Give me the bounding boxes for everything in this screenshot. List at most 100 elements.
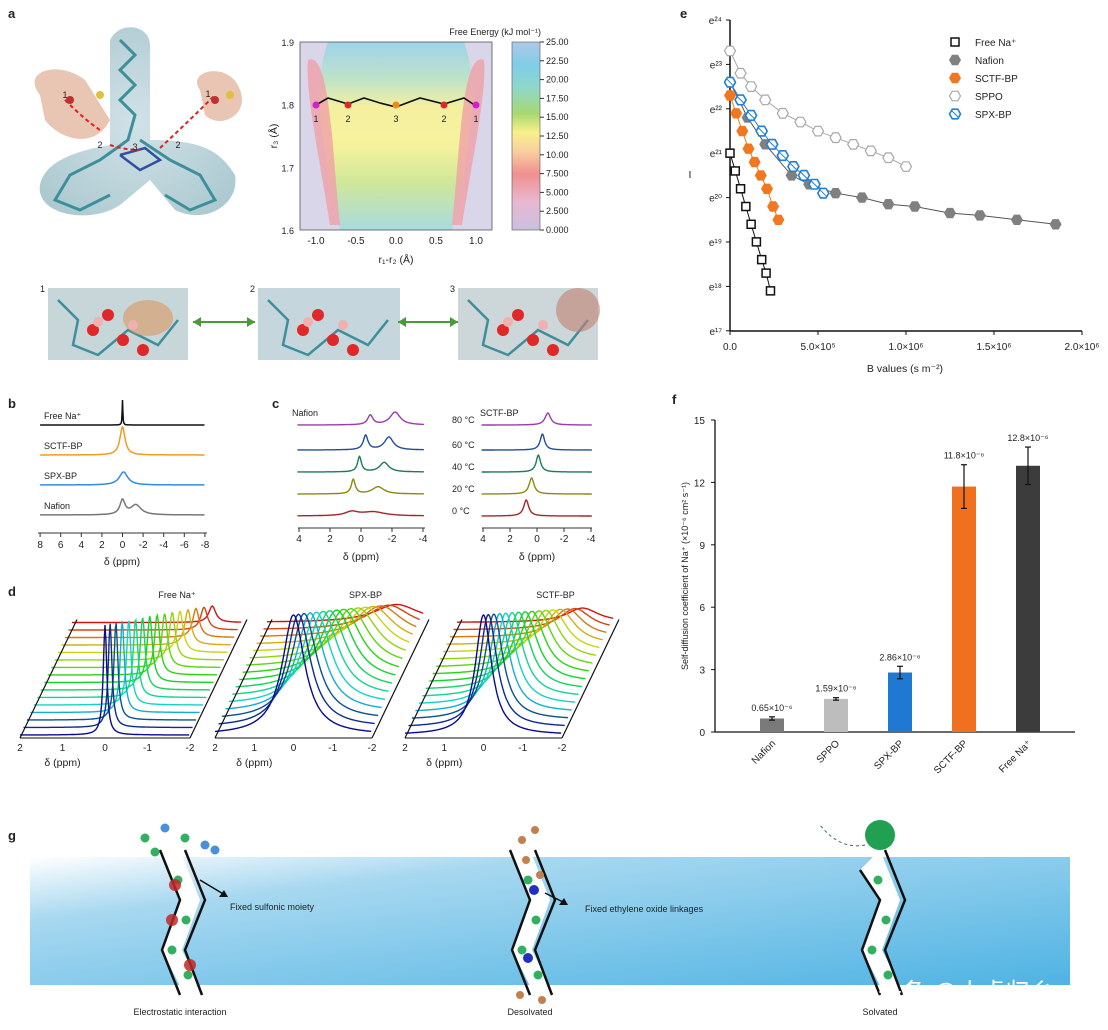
x-tick-label: -1 — [328, 743, 337, 754]
series-3 — [723, 45, 913, 172]
panel-label: a — [8, 6, 16, 21]
data-point-cross — [789, 162, 798, 171]
legend-label: Nafion — [975, 56, 1004, 67]
molecule-site-label: 2 — [97, 140, 102, 150]
path-site-marker — [344, 101, 352, 109]
sodium-ion — [533, 970, 543, 980]
panel-d: d 2 1 0 -1 -2 δ (ppm) Free Na⁺ 2 1 0 -1 -2 δ (ppm) SPX… — [8, 584, 620, 769]
panel-label: d — [8, 584, 16, 599]
data-point — [1049, 219, 1062, 230]
heatmap-frame — [299, 41, 493, 231]
polymer-backbone-right — [139, 138, 218, 212]
data-point-cross — [810, 179, 819, 189]
data-point — [756, 254, 767, 265]
data-point — [944, 207, 956, 219]
skew-axis-left — [404, 619, 463, 739]
y-tick-label: e²⁴ — [709, 16, 722, 27]
x-tick-label: -1 — [518, 743, 527, 754]
x-tick-label: -2 — [558, 743, 567, 754]
x-tick-label: 2 — [17, 743, 23, 754]
ion — [150, 847, 160, 857]
x-tick-label: 5.0×10⁵ — [800, 342, 835, 353]
spectrum-trace — [297, 433, 424, 451]
sodium-ion — [531, 915, 541, 925]
data-point — [754, 170, 767, 181]
molecule-site-label: 3 — [132, 142, 137, 152]
heatmap-right-well — [452, 59, 485, 225]
spectrum-trace — [408, 613, 565, 727]
colorbar-tick-label: 17.50 — [546, 93, 569, 103]
spectrum-trace — [68, 606, 238, 631]
hop-arrow-3 — [159, 94, 216, 149]
subplot-title: Free Na⁺ — [158, 590, 196, 600]
x-axis-label: δ (ppm) — [519, 551, 555, 563]
path-site-label: 1 — [313, 114, 318, 124]
legend-label: SPX-BP — [975, 110, 1012, 121]
sodium-atom — [93, 317, 103, 327]
path-site-marker — [440, 101, 448, 109]
data-point-cross — [767, 139, 777, 149]
colorbar-tick-label: 0.000 — [546, 225, 569, 235]
y-tick-label: 1.6 — [281, 226, 294, 236]
data-point — [725, 148, 735, 158]
spectrum-trace — [457, 607, 614, 623]
panel-f: f 0 3 6 9 12 15 Self-diffusion coefficient of N… — [672, 392, 1075, 776]
molecule-site-label: 1 — [62, 90, 67, 100]
colorbar-tick-label: 22.50 — [546, 56, 569, 66]
data-point — [744, 81, 758, 93]
sodium-ion — [517, 945, 527, 955]
data-point — [751, 237, 762, 247]
data-point — [847, 139, 860, 150]
x-tick-label: 0 — [358, 534, 364, 545]
data-point — [785, 170, 798, 181]
x-tick-label: -0.5 — [347, 236, 365, 247]
x-tick-label: 1.0 — [469, 236, 483, 247]
snapshot-label: 1 — [40, 284, 45, 294]
fit-line — [729, 50, 907, 167]
x-tick-label: 1.0×10⁶ — [889, 342, 924, 353]
data-point — [811, 125, 825, 137]
x-tick-label: 2 — [402, 743, 408, 754]
subplot-title: SPX-BP — [349, 590, 382, 600]
panel-g: g Electrostatic interaction Desolvated Solv… — [8, 820, 1070, 1017]
ether-oxygen — [529, 885, 539, 895]
sodium-atom — [538, 320, 548, 330]
panel-label: b — [8, 396, 16, 411]
snapshot-backbone — [57, 299, 179, 357]
data-point — [748, 156, 761, 168]
x-tick-label: 0.0 — [723, 342, 737, 353]
oxygen-atom — [547, 344, 559, 356]
sulfonate-group — [184, 959, 196, 971]
spectrum-trace — [481, 499, 592, 517]
data-point — [761, 183, 773, 194]
data-point — [724, 90, 736, 101]
channel-wall-right — [533, 849, 557, 996]
spectrum-trace — [30, 621, 200, 714]
y-tick-label: 12 — [694, 478, 706, 489]
legend-entry — [950, 37, 960, 47]
y-tick-label: e¹⁷ — [709, 327, 722, 338]
x-tick-label: 1 — [251, 743, 257, 754]
spectrum-trace — [411, 613, 569, 719]
spectrum-trace — [432, 610, 589, 675]
oxygen-atom — [102, 309, 114, 321]
data-point — [794, 116, 807, 128]
y-tick-label: e¹⁹ — [709, 238, 722, 249]
ether-oxygen — [523, 953, 533, 963]
water-molecule — [522, 856, 530, 864]
data-label: 2.86×10⁻⁶ — [879, 652, 921, 662]
data-point-cross — [778, 151, 788, 160]
watermark: 头条 @小虎归乡 — [878, 978, 1054, 1006]
colorbar-title: Free Energy (kJ mol⁻¹) — [449, 27, 541, 37]
x-tick-label: 2 — [327, 534, 333, 545]
data-point — [730, 166, 741, 176]
legend-entry — [949, 72, 961, 84]
y-tick-label: 15 — [694, 416, 706, 427]
x-tick-label: 4 — [296, 534, 302, 545]
x-tick-label: -4 — [419, 534, 428, 545]
arrow-head-icon — [559, 898, 568, 905]
water-molecule — [536, 871, 544, 879]
snapshot-backbone — [267, 299, 389, 357]
